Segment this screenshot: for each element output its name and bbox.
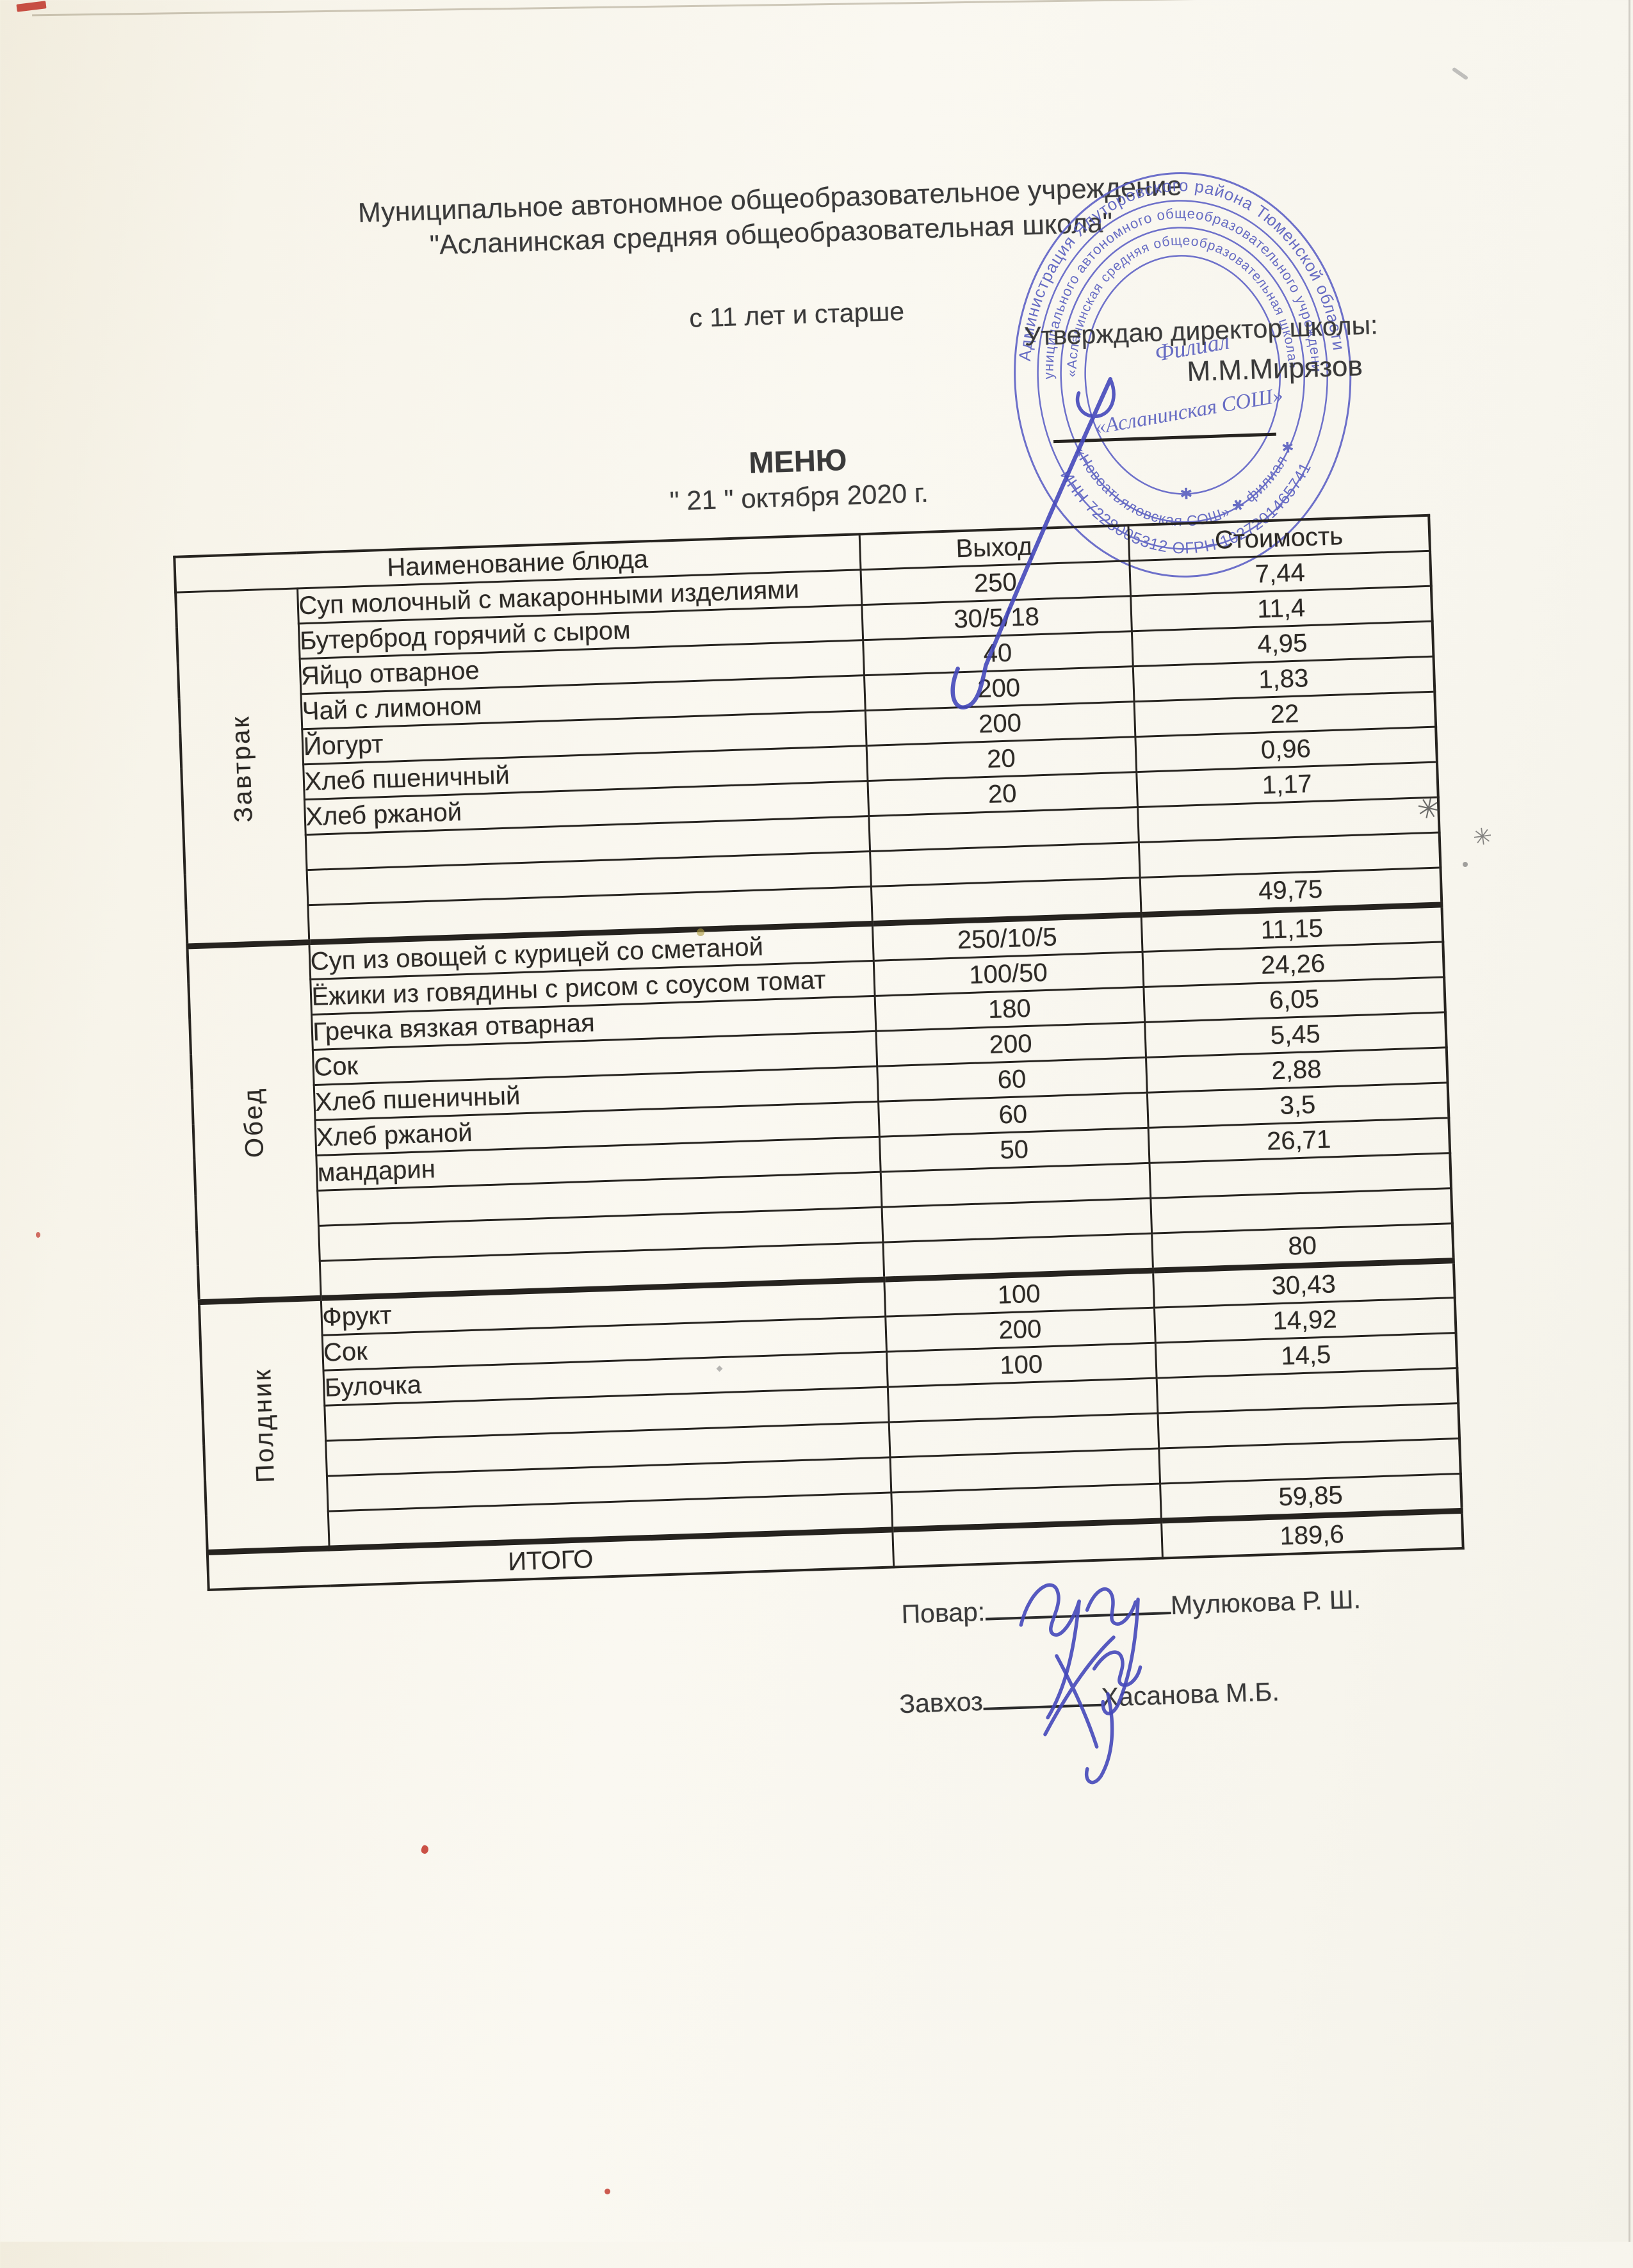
- menu-table-body: Завтрак Суп молочный с макаронными издели…: [175, 551, 1463, 1590]
- cook-signature-stroke: [1019, 1583, 1140, 1720]
- section-label: Обед: [187, 942, 321, 1302]
- stamp-outer-circle: [1014, 172, 1352, 578]
- director-signature-stroke: [950, 377, 1116, 709]
- section-label: Полдник: [199, 1298, 329, 1553]
- svg-text:✱: ✱: [1180, 485, 1194, 503]
- section-label: Завтрак: [175, 588, 309, 946]
- stamp-ring-inner-bottom: ✱: [1180, 485, 1194, 503]
- steward-signature-stroke: [1043, 1635, 1142, 1785]
- menu-table: Наименование блюда Выход Стоимость Завтр…: [173, 514, 1465, 1591]
- cook-label: Повар:: [900, 1596, 986, 1630]
- approval-director-name: М.М.Мирязов: [1186, 350, 1363, 388]
- school-stamp: Администрация Ялуторовского района Тюмен…: [977, 138, 1352, 578]
- cook-name: Мулюкова Р. Ш.: [1170, 1584, 1361, 1621]
- steward-label: Завхоз: [898, 1686, 984, 1719]
- red-speck-top-left: [16, 1, 47, 12]
